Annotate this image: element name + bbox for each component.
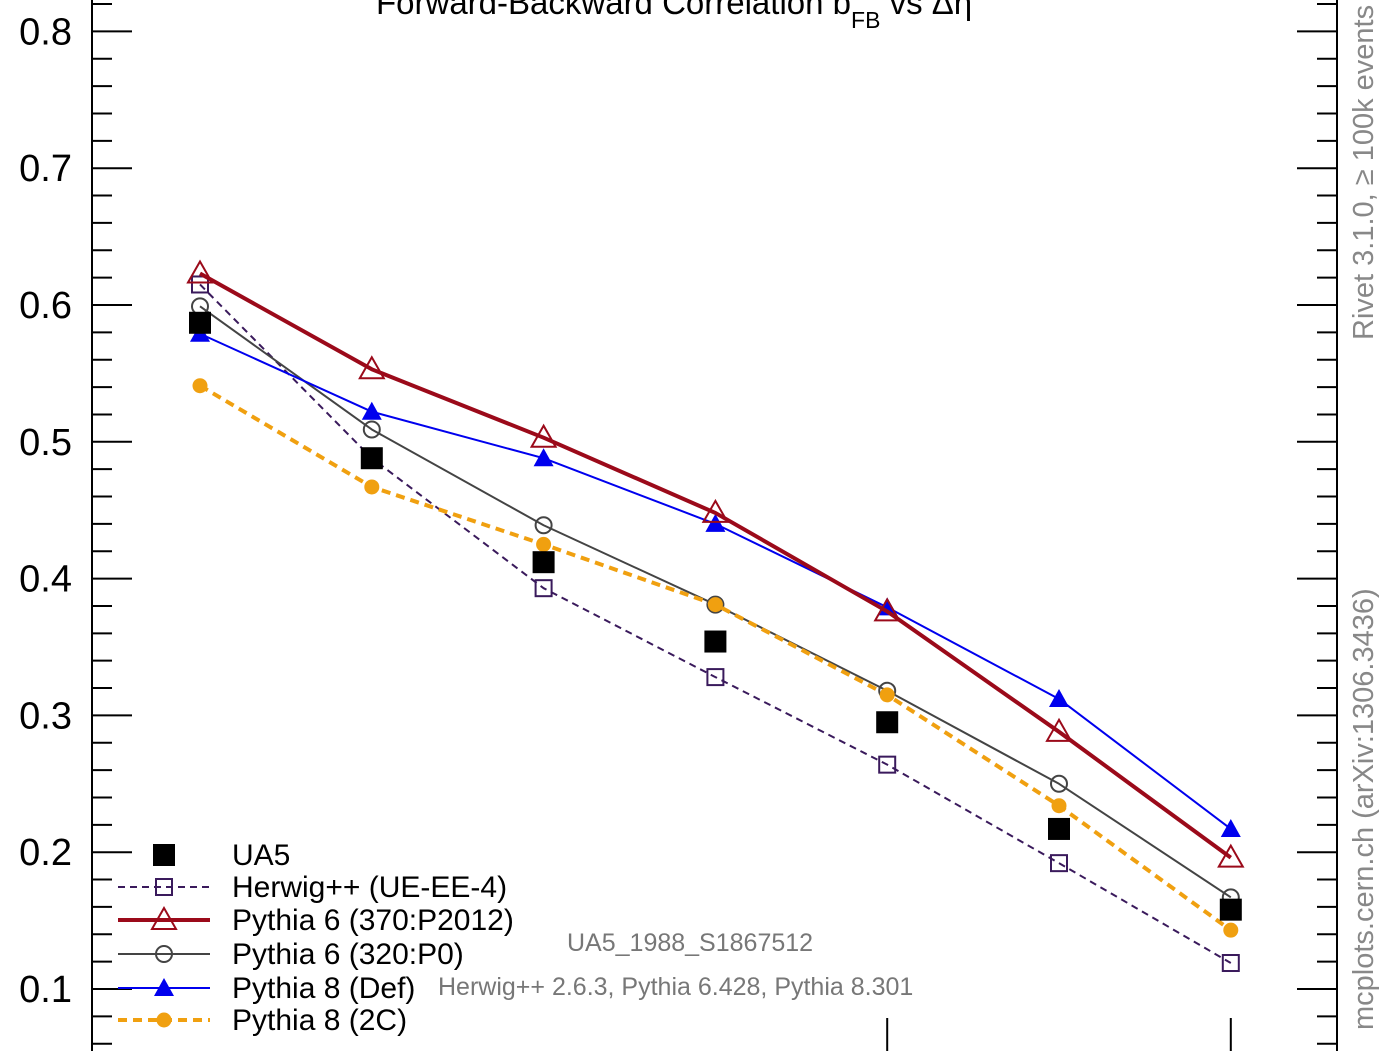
data-point-open-triangle [529,423,558,448]
data-point-open-triangle [873,597,901,622]
data-point-filled-triangle [361,401,382,420]
data-point-filled-square [704,630,727,653]
data-point-open-square [191,275,209,294]
data-point-filled-square [189,311,211,334]
series-5 [192,378,1239,938]
y-tick-label: 0.7 [19,148,72,190]
legend-label: Herwig++ (UE-EE-4) [232,871,507,904]
y-tick-label: 0.8 [19,11,72,53]
legend-item: UA5 [153,839,290,872]
data-point-open-square [1221,954,1240,973]
data-point-open-square [155,878,173,896]
series-layer [186,259,1245,973]
mcplots-reference-label: mcplots.cern.ch (arXiv:1306.3436) [1348,588,1380,1030]
data-point-open-circle [155,945,173,963]
data-point-filled-circle [364,479,380,495]
x-ticks [886,1018,1232,1051]
data-point-open-square [1050,854,1068,873]
chart-title-subscript: FB [851,7,880,33]
legend-item: Pythia 6 (320:P0) [118,938,464,971]
data-point-open-triangle [186,259,214,284]
data-point-open-triangle [358,355,386,380]
y-tick-label: 0.6 [19,285,72,327]
data-point-filled-triangle [1220,818,1241,837]
data-point-filled-circle [156,1012,172,1028]
data-point-open-triangle [150,905,178,930]
data-point-open-circle [706,595,725,614]
y-tick-label: 0.2 [19,832,72,874]
series-2 [186,259,1245,868]
series-4 [190,323,1241,837]
data-point-open-circle [1050,774,1068,793]
legend-label: Pythia 8 (2C) [232,1004,407,1037]
chart-title-tail: vs Δη [880,0,972,21]
legend-label: Pythia 8 (Def) [232,972,415,1005]
chart-title: Forward-Backward Correlation bFB vs Δη [376,0,972,33]
series-line [199,271,1232,860]
y-ticks [92,3,1337,1045]
y-tick-label: 0.5 [19,422,72,464]
data-point-open-circle [534,516,553,535]
series-0 [189,311,1242,921]
rivet-version-label: Rivet 3.1.0, ≥ 100k events [1348,5,1380,340]
data-point-open-circle [362,420,381,439]
generator-versions-label: Herwig++ 2.6.3, Pythia 6.428, Pythia 8.3… [438,973,913,1001]
data-point-filled-circle [192,378,208,394]
data-point-filled-triangle [154,978,174,996]
data-point-filled-triangle [1049,688,1069,707]
y-tick-labels: 0.1 0.2 0.3 0.4 0.5 0.6 0.7 0.8 [19,11,72,1011]
data-point-filled-circle [879,687,895,703]
data-point-filled-square [1048,817,1070,840]
data-point-filled-circle [707,597,723,613]
data-point-filled-square [1219,898,1242,921]
data-point-open-triangle [1045,717,1073,742]
y-tick-label: 0.4 [19,559,72,601]
data-point-filled-triangle [533,448,554,467]
data-point-filled-square [360,447,383,470]
legend-label: Pythia 6 (320:P0) [232,938,464,971]
y-tick-label: 0.3 [19,695,72,737]
legend-item: Pythia 8 (2C) [118,1004,407,1037]
data-point-filled-square [153,844,175,866]
data-point-filled-circle [1051,798,1067,814]
data-point-open-square [534,579,553,598]
y-tick-label: 0.1 [19,969,72,1011]
data-point-filled-circle [536,536,552,552]
data-point-filled-circle [1223,922,1239,938]
legend-item: Pythia 8 (Def) [118,972,415,1005]
data-point-open-triangle [701,498,730,523]
data-point-filled-square [532,551,555,574]
data-point-open-triangle [1217,843,1245,868]
legend-item: Pythia 6 (370:P2012) [118,904,514,937]
legend-item: Herwig++ (UE-EE-4) [118,871,507,904]
data-point-filled-square [876,711,899,734]
data-point-open-square [706,668,725,687]
data-point-open-square [878,755,897,774]
legend-label: UA5 [232,839,290,872]
analysis-id-label: UA5_1988_S1867512 [567,929,813,957]
legend-label: Pythia 6 (370:P2012) [232,904,514,937]
